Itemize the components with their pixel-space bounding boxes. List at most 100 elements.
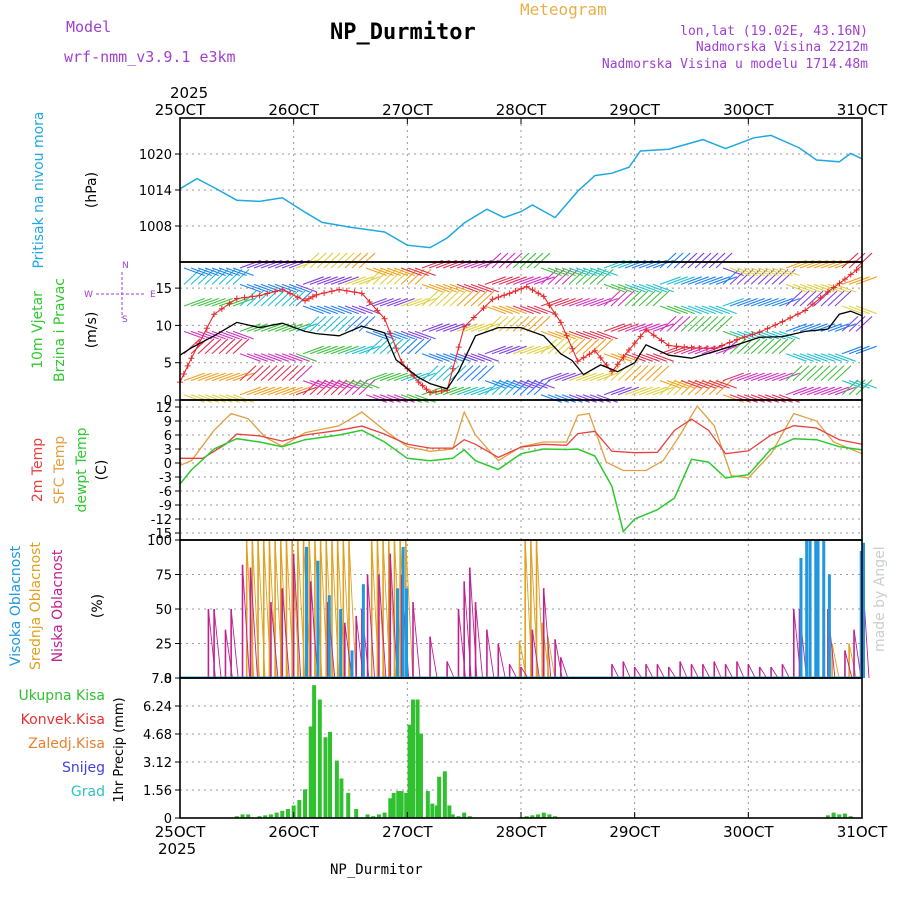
high-cloud-bar (814, 540, 818, 678)
wind-arrow (218, 268, 236, 285)
cloud-y-tick-label: 25 (155, 638, 172, 653)
wind-arrow (428, 290, 446, 307)
precip-bar (442, 771, 447, 818)
wind-arrow (225, 267, 247, 277)
wind-arrow (687, 252, 705, 269)
wind-arrow (274, 323, 296, 332)
wind-arrow (519, 380, 541, 389)
wind-gust-marker (749, 331, 756, 338)
wind-arrow (855, 276, 877, 285)
wind-arrow (568, 394, 590, 403)
wind-gust-marker (540, 293, 547, 300)
wind-gust-marker (423, 386, 430, 393)
wind-arrow (372, 267, 394, 277)
wind-gust-marker (313, 291, 320, 298)
wind-arrow (841, 305, 863, 315)
precip-unit: 1hr Precip (mm) (112, 697, 127, 802)
wind-arrow (204, 338, 222, 355)
cloud-y-tick-label: 75 (155, 569, 172, 584)
temp-y-tick-label: 0 (164, 457, 172, 472)
wind-gust-marker (580, 354, 587, 361)
wind-arrow (771, 338, 789, 355)
wind-arrow (729, 338, 747, 355)
wind-gust-marker (279, 286, 286, 293)
wind-arrow (589, 330, 611, 340)
temp-y-tick-label: 6 (164, 429, 172, 444)
wind-arrow (309, 379, 327, 396)
wind-arrow (484, 380, 506, 389)
wind-arrow (659, 305, 681, 315)
wind-arrow (484, 276, 506, 285)
wind-arrow (239, 290, 257, 307)
wind-arrow (764, 297, 786, 307)
wind-arrow (582, 330, 604, 340)
wind-arrow (645, 353, 667, 362)
wind-arrow (302, 345, 324, 355)
wind-arrow (470, 323, 492, 332)
wind-gust-marker (614, 361, 621, 368)
bottom-axis-tick-label: 28OCT (496, 823, 547, 841)
wind-arrow (281, 323, 303, 332)
wind-arrow (330, 305, 352, 315)
wind-arrow (239, 323, 261, 332)
wind-arrow (582, 268, 600, 285)
precip-bar (524, 816, 529, 818)
mid-cloud-bar-edge (405, 539, 414, 679)
wind-arrow (729, 394, 751, 403)
wind-arrow (288, 283, 310, 293)
wind-arrow (547, 372, 569, 382)
wind-arrow (498, 380, 520, 389)
wind-gust-marker (438, 388, 445, 395)
wind-arrow (799, 386, 821, 396)
wind-gust-marker (741, 334, 748, 341)
wind-arrow (456, 323, 478, 332)
top-axis-tick-label: 26OCT (268, 101, 319, 119)
wind-arrow (750, 297, 772, 307)
wind-gust-marker (343, 287, 350, 294)
precip-bar (297, 800, 302, 818)
wind-arrow (484, 252, 502, 269)
wind-y-tick-label: 5 (164, 357, 172, 372)
wind-gust-marker (351, 289, 358, 296)
wind-gust-marker (302, 297, 309, 304)
wind-arrow (372, 330, 394, 340)
cloud-y-tick-label: 100 (147, 534, 172, 549)
low-cloud-bar-edge (622, 661, 631, 679)
wind-arrow (806, 365, 824, 382)
wind-arrow (337, 379, 355, 396)
wind-gust-marker (643, 326, 650, 333)
wind-arrow (512, 379, 530, 396)
precip-y-tick-label: 3.12 (143, 756, 172, 771)
wind-arrow (764, 394, 786, 403)
wind-arrow (204, 372, 226, 382)
wind-gust-marker (681, 344, 688, 351)
wind-arrow (540, 394, 562, 403)
legend-conv-rain: Konvek.Kisa (21, 712, 105, 728)
wind-gust-marker (358, 290, 365, 297)
precip-bar (285, 809, 290, 818)
wind-arrow (498, 379, 516, 396)
wind-gust-marker (574, 358, 581, 365)
wind-arrow (505, 305, 527, 315)
wind-arrow (701, 379, 719, 396)
temp-y-tick-label: -9 (159, 499, 172, 514)
wind-arrow (659, 379, 677, 396)
wind-arrow (757, 267, 779, 277)
wind-arrow (365, 330, 387, 340)
wind-gust-marker (836, 280, 843, 287)
wind-gust-marker (455, 344, 462, 351)
precip-bar (848, 816, 853, 818)
wind-arrow (834, 353, 856, 362)
wind-arrow (554, 372, 576, 382)
wind-arrow (561, 372, 583, 382)
wind-arrow (393, 330, 415, 340)
wind-arrow (505, 345, 527, 355)
high-cloud-bar (316, 560, 320, 678)
wind-gust-marker (272, 288, 279, 295)
low-cloud-bar-edge (645, 663, 654, 679)
wind-gust-marker (241, 294, 248, 301)
cloud-unit: (%) (90, 594, 106, 618)
wind-gust-marker (461, 323, 468, 330)
altitude-label: Nadmorska Visina 2212m (695, 40, 868, 55)
wind-arrow (785, 365, 803, 382)
